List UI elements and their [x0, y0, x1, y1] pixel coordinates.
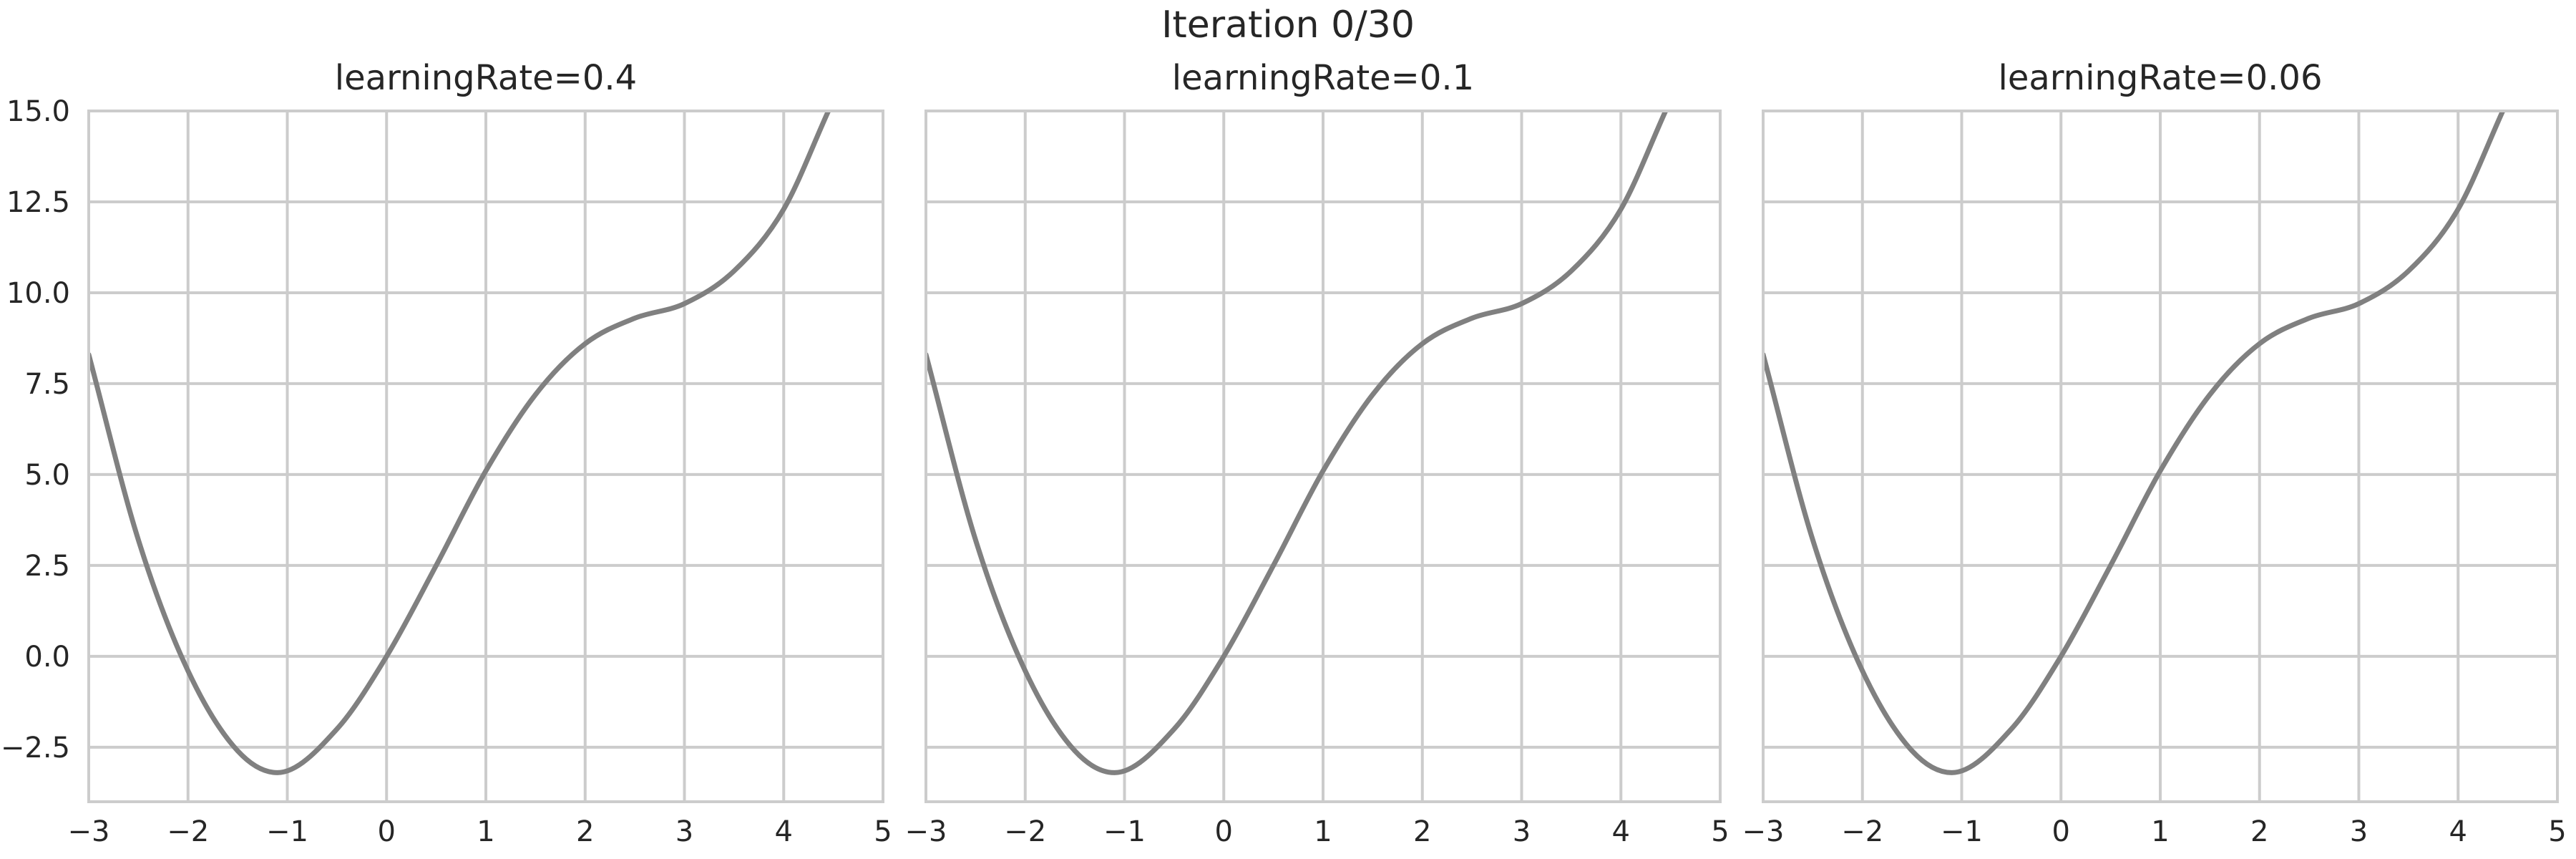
y-tick-label: 10.0: [6, 277, 70, 310]
x-tick-label: −2: [1004, 815, 1046, 848]
y-tick-label: 15.0: [6, 95, 70, 128]
x-tick-label: 0: [378, 815, 396, 848]
x-tick-label: 4: [2449, 815, 2467, 848]
x-tick-label: 3: [1513, 815, 1531, 848]
subplot-2: −3 −2 −1 0 1 2 3 4 5 learningRate=0.1: [905, 58, 1729, 848]
grid-lines: [926, 111, 1720, 802]
y-tick-label: 7.5: [24, 368, 70, 401]
x-tick-label: −3: [905, 815, 947, 848]
grid-lines: [89, 111, 883, 802]
x-tick-label: 4: [1612, 815, 1630, 848]
y-tick-label: 2.5: [24, 550, 70, 583]
x-tick-label: 0: [1215, 815, 1233, 848]
x-tick-label: 1: [477, 815, 494, 848]
x-tick-label: 5: [1711, 815, 1729, 848]
x-tick-label: 2: [1413, 815, 1431, 848]
series-line-1: [89, 111, 829, 772]
x-tick-label: 2: [2250, 815, 2268, 848]
x-tick-label: 0: [2052, 815, 2070, 848]
subplot-3: −3 −2 −1 0 1 2 3 4 5 learningRate=0.06: [1742, 58, 2567, 848]
y-tick-label: 5.0: [24, 459, 70, 492]
x-tick-label: −1: [266, 815, 308, 848]
x-tick-label: 2: [576, 815, 594, 848]
x-tick-label: −2: [167, 815, 209, 848]
x-tick-label: 1: [2151, 815, 2169, 848]
grid-lines: [1763, 111, 2557, 802]
series-line-1: [1763, 111, 2503, 772]
subplot-title: learningRate=0.1: [1172, 58, 1474, 98]
subplot-1: −3 −2 −1 0 1 2 3 4 5 −2.5 0.0 2.5 5.0 7.5 10.0 12.5 15.0…: [1, 58, 892, 848]
x-tick-label: 1: [1314, 815, 1332, 848]
series-line-1: [926, 111, 1666, 772]
x-tick-label: 3: [2350, 815, 2368, 848]
x-tick-label: 4: [775, 815, 793, 848]
subplot-title: learningRate=0.4: [335, 58, 637, 98]
x-tick-label: 5: [2548, 815, 2566, 848]
x-tick-label: 5: [874, 815, 892, 848]
x-tick-label: 3: [675, 815, 693, 848]
x-tick-label: −3: [68, 815, 110, 848]
subplot-title: learningRate=0.06: [1999, 58, 2323, 98]
x-tick-label: −2: [1841, 815, 1883, 848]
x-tick-label: −3: [1742, 815, 1785, 848]
x-tick-label: −1: [1941, 815, 1983, 848]
x-tick-label: −1: [1103, 815, 1146, 848]
y-tick-label: 12.5: [6, 186, 70, 219]
y-tick-label: 0.0: [24, 641, 70, 674]
y-tick-label: −2.5: [1, 732, 70, 765]
